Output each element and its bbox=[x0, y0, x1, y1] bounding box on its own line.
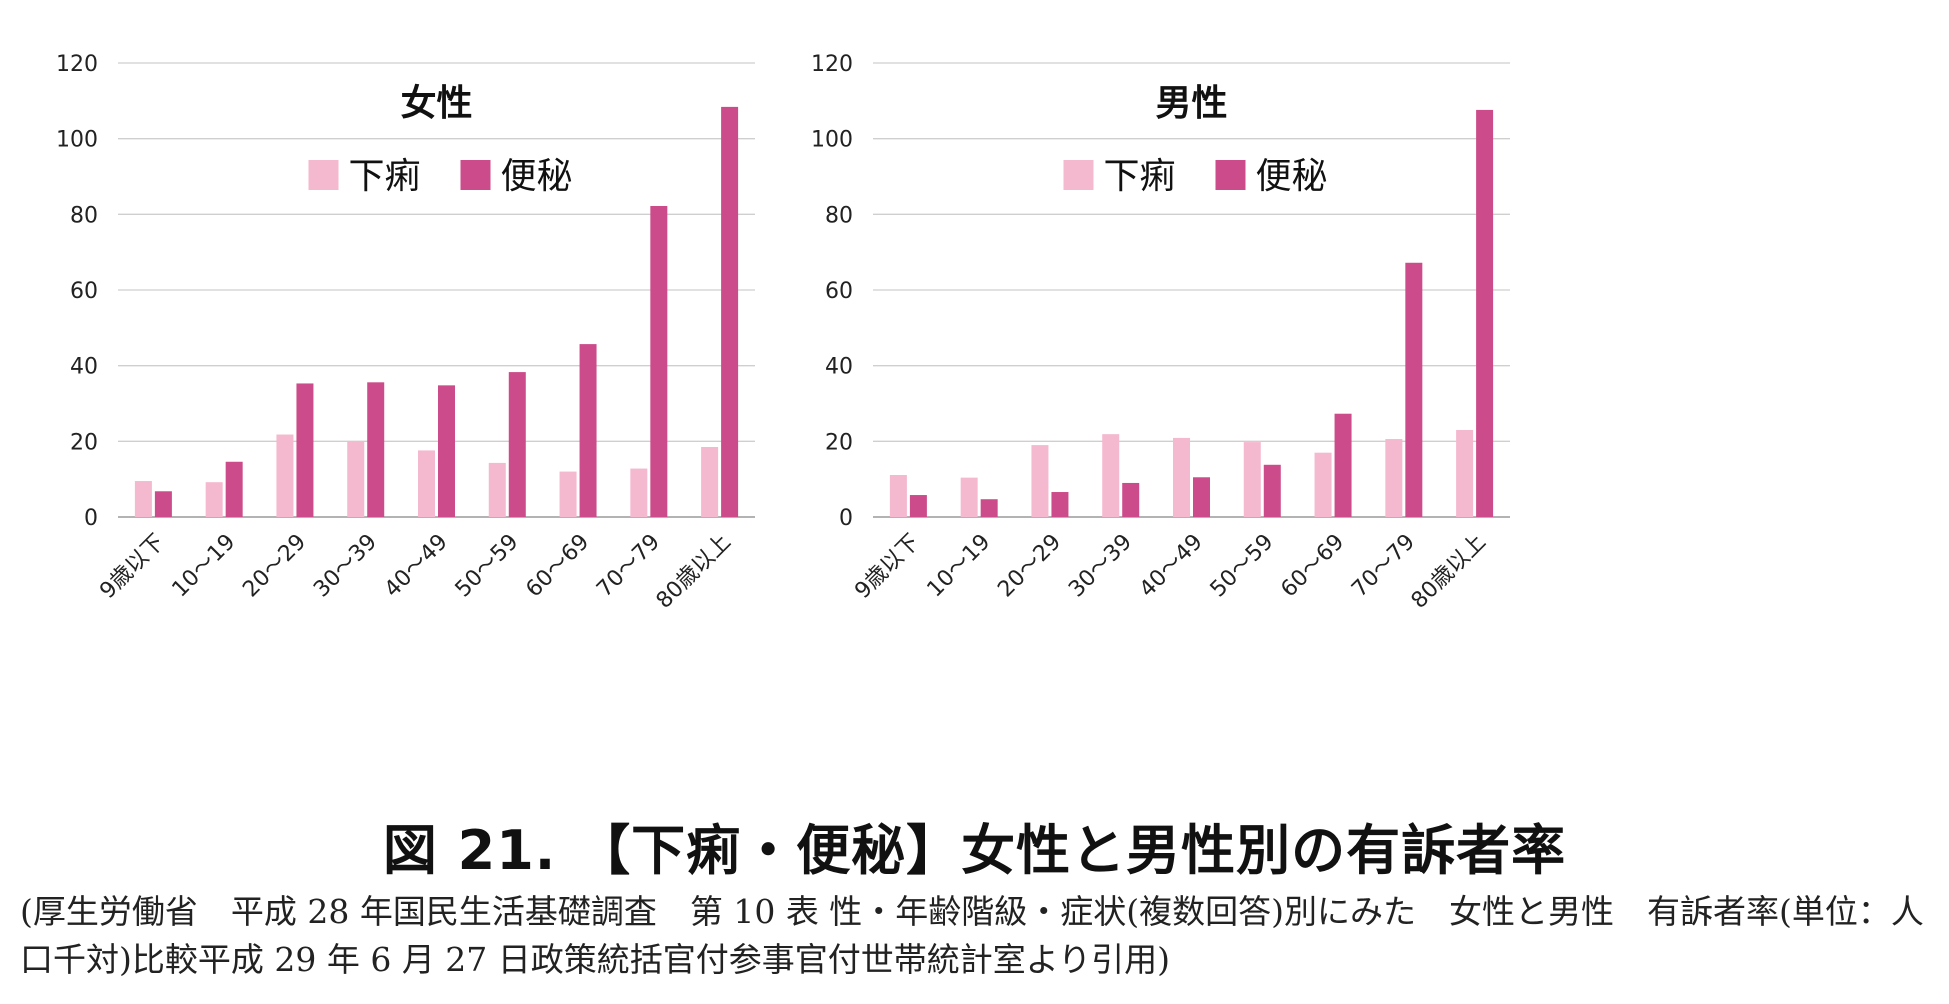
bar-constipation bbox=[1263, 464, 1281, 517]
y-tick-label: 120 bbox=[56, 52, 98, 77]
bar-diarrhea bbox=[134, 481, 152, 517]
figure-caption-source-note: (厚生労働省 平成 28 年国民生活基礎調査 第 10 表 性・年齢階級・症状(… bbox=[20, 892, 1924, 979]
bar-constipation bbox=[508, 372, 526, 517]
legend-swatch-constipation bbox=[1215, 160, 1246, 190]
bar-diarrhea bbox=[347, 440, 365, 517]
bar-constipation bbox=[1334, 413, 1352, 517]
bar-constipation bbox=[909, 495, 927, 517]
bar-constipation bbox=[1122, 482, 1140, 517]
x-tick-label: 9歳以下 bbox=[850, 530, 924, 604]
bar-constipation bbox=[154, 491, 172, 517]
y-tick-label: 120 bbox=[811, 52, 853, 77]
bar-diarrhea bbox=[559, 471, 577, 517]
x-tick-label: 60～69 bbox=[521, 530, 594, 603]
y-tick-label: 0 bbox=[84, 506, 98, 531]
bar-constipation bbox=[579, 344, 597, 517]
bar-constipation bbox=[367, 382, 385, 517]
bar-diarrhea bbox=[418, 450, 435, 517]
bar-diarrhea bbox=[960, 477, 978, 517]
figure-caption-title: 図 21. 【下痢・便秘】女性と男性別の有訴者率 bbox=[382, 819, 1567, 882]
y-tick-label: 80 bbox=[825, 203, 853, 228]
bar-diarrhea bbox=[1456, 429, 1474, 517]
x-tick-label: 10～19 bbox=[923, 530, 996, 603]
bar-diarrhea bbox=[488, 462, 506, 517]
y-tick-label: 20 bbox=[70, 430, 98, 455]
legend-label: 便秘 bbox=[501, 156, 573, 197]
y-tick-label: 20 bbox=[825, 430, 853, 455]
x-tick-label: 20～29 bbox=[993, 530, 1066, 603]
x-tick-label: 50～59 bbox=[451, 530, 524, 603]
x-tick-label: 30～39 bbox=[309, 530, 382, 603]
legend-label: 便秘 bbox=[1256, 156, 1328, 197]
bar-diarrhea bbox=[889, 475, 907, 517]
y-tick-label: 80 bbox=[70, 203, 98, 228]
x-tick-label: 80歳以上 bbox=[652, 530, 736, 614]
y-tick-label: 40 bbox=[825, 355, 853, 380]
bar-constipation bbox=[980, 499, 998, 517]
chart-male: 0 20 40 60 80 100 120 9歳以下10～1920～2930～3940～495… bbox=[811, 52, 1510, 614]
chart-title: 男性 bbox=[1155, 83, 1227, 124]
chart-title: 女性 bbox=[400, 83, 472, 124]
x-tick-label: 20～29 bbox=[238, 530, 311, 603]
bar-diarrhea bbox=[1102, 434, 1120, 517]
bar-diarrhea bbox=[1243, 442, 1261, 517]
bar-diarrhea bbox=[1031, 445, 1049, 517]
legend-swatch-constipation bbox=[460, 160, 491, 190]
bar-diarrhea bbox=[630, 468, 648, 517]
chart-female: 0 20 40 60 80 100 120 9歳以下10～1920～2930～3940～495… bbox=[56, 52, 755, 614]
bar-diarrhea bbox=[1173, 437, 1190, 517]
y-tick-label: 60 bbox=[825, 279, 853, 304]
bar-constipation bbox=[650, 206, 668, 517]
bar-constipation bbox=[438, 385, 455, 517]
legend-swatch-diarrhea bbox=[308, 160, 339, 190]
y-tick-label: 40 bbox=[70, 355, 98, 380]
y-tick-label: 60 bbox=[70, 279, 98, 304]
bar-diarrhea bbox=[701, 447, 719, 517]
bar-constipation bbox=[721, 106, 739, 518]
x-tick-label: 70～79 bbox=[1347, 530, 1420, 603]
bar-constipation bbox=[1051, 492, 1069, 517]
legend-label: 下痢 bbox=[349, 156, 421, 197]
y-tick-label: 100 bbox=[56, 128, 98, 153]
bar-diarrhea bbox=[205, 482, 223, 517]
bar-constipation bbox=[296, 383, 314, 517]
x-tick-label: 9歳以下 bbox=[95, 530, 169, 604]
x-tick-label: 40～49 bbox=[380, 530, 453, 603]
x-tick-label: 30～39 bbox=[1064, 530, 1137, 603]
x-tick-label: 80歳以上 bbox=[1407, 530, 1491, 614]
legend-label: 下痢 bbox=[1104, 156, 1176, 197]
x-tick-label: 50～59 bbox=[1206, 530, 1279, 603]
bar-constipation bbox=[225, 461, 243, 517]
x-tick-label: 60～69 bbox=[1276, 530, 1349, 603]
bar-diarrhea bbox=[276, 434, 294, 517]
y-tick-label: 0 bbox=[839, 506, 853, 531]
bar-constipation bbox=[1193, 477, 1210, 517]
x-tick-label: 10～19 bbox=[168, 530, 241, 603]
x-tick-label: 70～79 bbox=[592, 530, 665, 603]
bar-constipation bbox=[1476, 109, 1494, 517]
bar-constipation bbox=[1405, 262, 1423, 517]
bar-diarrhea bbox=[1385, 439, 1403, 517]
y-tick-label: 100 bbox=[811, 128, 853, 153]
x-tick-label: 40～49 bbox=[1135, 530, 1208, 603]
bar-diarrhea bbox=[1314, 452, 1332, 517]
legend-swatch-diarrhea bbox=[1063, 160, 1094, 190]
